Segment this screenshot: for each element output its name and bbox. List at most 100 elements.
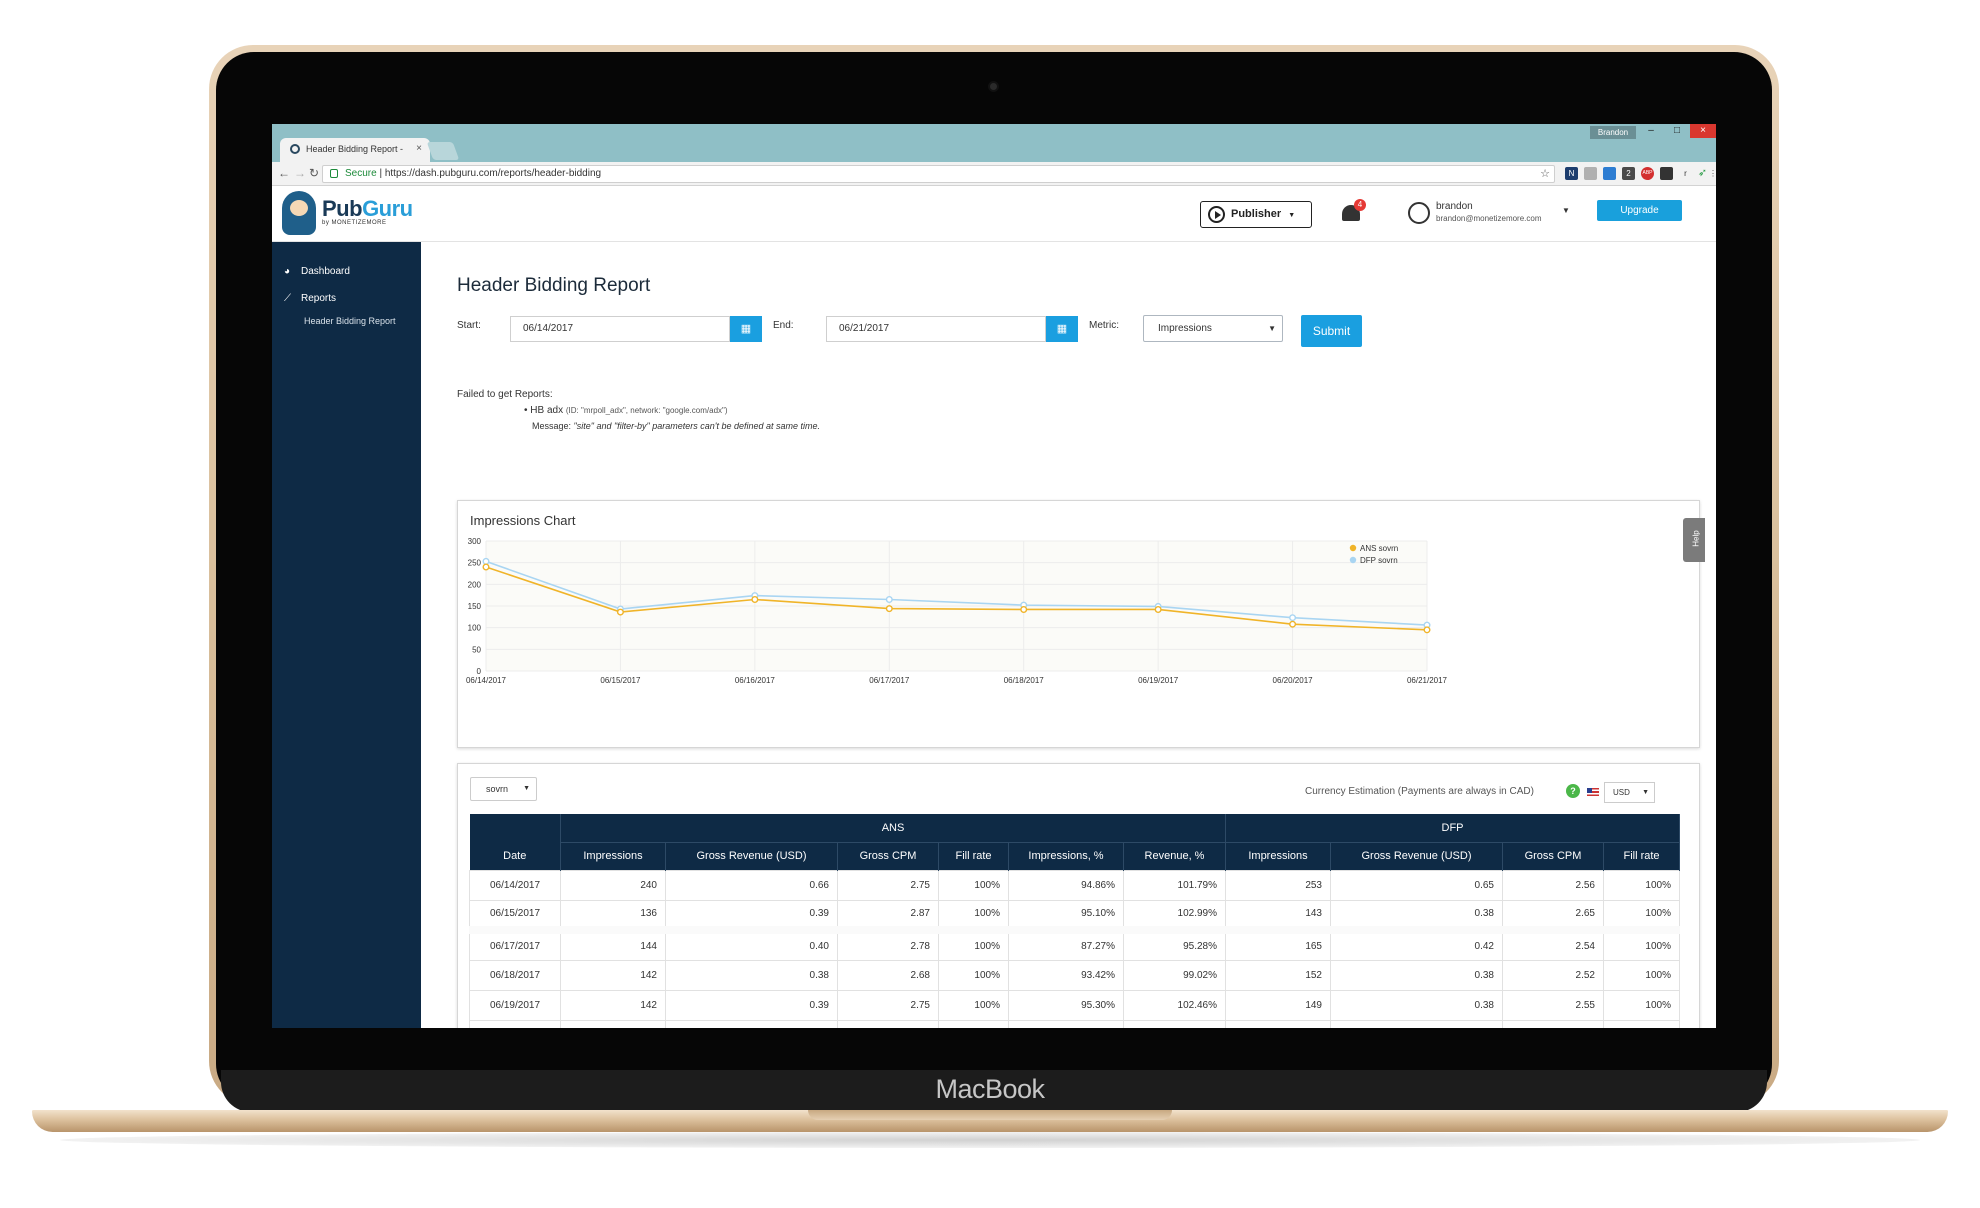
submit-button[interactable]: Submit	[1301, 315, 1362, 347]
table-cell: 100%	[938, 959, 1009, 991]
extension-n-icon[interactable]: N	[1565, 167, 1578, 180]
user-name[interactable]: brandon	[1436, 201, 1473, 212]
table-cell: 100%	[1603, 1019, 1680, 1028]
column-header[interactable]: Fill rate	[1603, 841, 1680, 870]
table-cell: 2.75	[837, 869, 939, 901]
minimize-button[interactable]: –	[1648, 125, 1654, 136]
y-tick-label: 150	[468, 602, 482, 611]
main-content: Header Bidding Report Start: 06/14/2017 …	[421, 242, 1716, 1028]
publisher-label: Publisher	[1231, 208, 1282, 220]
extension-r-icon[interactable]: r	[1684, 169, 1687, 178]
start-calendar-icon[interactable]: ▦	[730, 316, 762, 342]
sidebar-item-reports[interactable]: ⟋ Reports	[284, 293, 336, 304]
user-email: brandon@monetizemore.com	[1436, 214, 1542, 223]
table-row[interactable]: 06/20/20171080.292.69100%87.80%93.34%123…	[469, 1019, 1680, 1028]
back-arrow-icon[interactable]: ←	[278, 166, 290, 180]
chart-title: Impressions Chart	[470, 513, 576, 528]
browser-menu-icon[interactable]: ⋮	[1709, 169, 1716, 178]
table-cell: 06/17/2017	[469, 929, 561, 961]
table-cell: 2.69	[837, 1019, 939, 1028]
laptop-base	[32, 1110, 1948, 1132]
publisher-dropdown-button[interactable]: Publisher ▼	[1200, 201, 1312, 228]
table-cell: 100%	[938, 989, 1009, 1021]
reload-icon[interactable]: ↻	[309, 166, 320, 180]
y-tick-label: 0	[477, 667, 482, 676]
avatar-icon[interactable]	[1408, 202, 1430, 224]
browser-tab[interactable]: Header Bidding Report - ×	[280, 138, 430, 162]
currency-select[interactable]: USD ▼	[1604, 782, 1655, 803]
extension-c-icon[interactable]	[1603, 167, 1616, 180]
upgrade-button[interactable]: Upgrade	[1597, 200, 1682, 221]
sidebar-subitem-header-bidding-report[interactable]: Header Bidding Report	[304, 316, 396, 326]
table-row[interactable]: 06/19/2017 142 0.39 2.75 100% 95.30% 102.46% 14…	[469, 989, 1680, 1021]
logo-text[interactable]: PubGuru	[322, 196, 413, 222]
maximize-button[interactable]: □	[1673, 125, 1681, 136]
window-close-button[interactable]: ×	[1690, 124, 1716, 138]
sidebar-item-dashboard[interactable]: ◕ Dashboard	[284, 266, 350, 277]
camera	[988, 81, 999, 92]
table-cell: 0.40	[665, 929, 838, 961]
extension-arrow-icon[interactable]: ➶	[1697, 167, 1708, 179]
table-cell: 136	[560, 899, 666, 931]
error-item-detail: (ID: "mrpoll_adx", network: "google.com/…	[565, 406, 728, 415]
data-point	[616, 608, 624, 616]
table-cell: 0.39	[665, 899, 838, 931]
data-point	[1289, 614, 1297, 622]
new-tab-button[interactable]	[426, 142, 460, 160]
help-tab[interactable]: Help	[1683, 518, 1705, 562]
data-point	[1423, 626, 1431, 634]
column-header[interactable]: Revenue, %	[1123, 841, 1226, 870]
legend-marker	[1349, 544, 1357, 552]
table-body: 06/14/2017 240 0.66 2.75 100% 94.86% 101.79% 25…	[469, 869, 1680, 1028]
column-header[interactable]: Impressions	[1225, 841, 1331, 870]
laptop-chin	[221, 1070, 1767, 1112]
notifications-button[interactable]: 4	[1342, 199, 1366, 223]
address-bar[interactable]: Secure | https://dash.pubguru.com/report…	[322, 165, 1555, 183]
table-cell: 0.31	[1330, 1019, 1503, 1028]
error-item: • HB adx (ID: "mrpoll_adx", network: "go…	[524, 405, 728, 416]
filter-select[interactable]: sovrn ▼	[470, 777, 537, 801]
extension-badge-icon[interactable]: 2	[1622, 167, 1635, 180]
table-row[interactable]: 06/14/2017 240 0.66 2.75 100% 94.86% 101.79% 25…	[469, 869, 1680, 901]
chart-line-icon: ⟋	[284, 293, 291, 304]
table-cell: 142	[560, 959, 666, 991]
table-row[interactable]: 06/17/2017 144 0.40 2.78 100% 87.27% 95.28% 165…	[469, 929, 1680, 961]
forward-arrow-icon[interactable]: →	[294, 166, 306, 180]
table-cell: 06/14/2017	[469, 869, 561, 901]
extension-grid-icon[interactable]	[1584, 167, 1597, 180]
table-cell: 93.34%	[1123, 1019, 1226, 1028]
column-header[interactable]: Gross CPM	[1502, 841, 1604, 870]
column-header[interactable]: Impressions	[560, 841, 666, 870]
table-cell: 100%	[1603, 899, 1680, 931]
impressions-line-chart: 0 50 100 150 200 250 300 06/14/2017 06/15/2017 06…	[466, 537, 1448, 685]
data-point	[1020, 605, 1028, 613]
end-calendar-icon[interactable]: ▦	[1046, 316, 1078, 342]
profile-chip[interactable]: Brandon	[1590, 126, 1636, 139]
column-header[interactable]: Gross CPM	[837, 841, 939, 870]
user-menu-caret-icon[interactable]: ▼	[1562, 206, 1570, 215]
table-row[interactable]: 06/18/2017 142 0.38 2.68 100% 93.42% 99.02% 152…	[469, 959, 1680, 991]
extension-box-icon[interactable]	[1660, 167, 1673, 180]
bullet-icon: •	[524, 405, 528, 416]
column-header[interactable]: Gross Revenue (USD)	[1330, 841, 1503, 870]
app-header: PubGuru by MONETIZEMORE Publisher ▼ 4 br…	[272, 186, 1716, 242]
column-header[interactable]: Fill rate	[938, 841, 1009, 870]
table-cell: 87.27%	[1008, 929, 1124, 961]
help-question-icon[interactable]: ?	[1566, 784, 1580, 798]
table-cell: 100%	[938, 869, 1009, 901]
y-tick-label: 100	[468, 624, 482, 633]
end-date-input[interactable]: 06/21/2017	[826, 316, 1046, 342]
table-row[interactable]: 06/15/2017 136 0.39 2.87 100% 95.10% 102.99% 14…	[469, 899, 1680, 931]
metric-select[interactable]: Impressions ▼	[1143, 315, 1283, 342]
column-header-date[interactable]: Date	[469, 814, 561, 870]
adblock-icon[interactable]: ABP	[1641, 167, 1654, 180]
favicon-icon	[290, 144, 300, 154]
logo-text-pub: Pub	[322, 196, 363, 221]
start-date-input[interactable]: 06/14/2017	[510, 316, 730, 342]
column-header[interactable]: Impressions, %	[1008, 841, 1124, 870]
table-cell: 2.65	[1502, 899, 1604, 931]
tab-close-icon[interactable]: ×	[416, 143, 422, 154]
series-line	[485, 566, 1428, 631]
bookmark-star-icon[interactable]: ☆	[1540, 168, 1550, 180]
column-header[interactable]: Gross Revenue (USD)	[665, 841, 838, 870]
